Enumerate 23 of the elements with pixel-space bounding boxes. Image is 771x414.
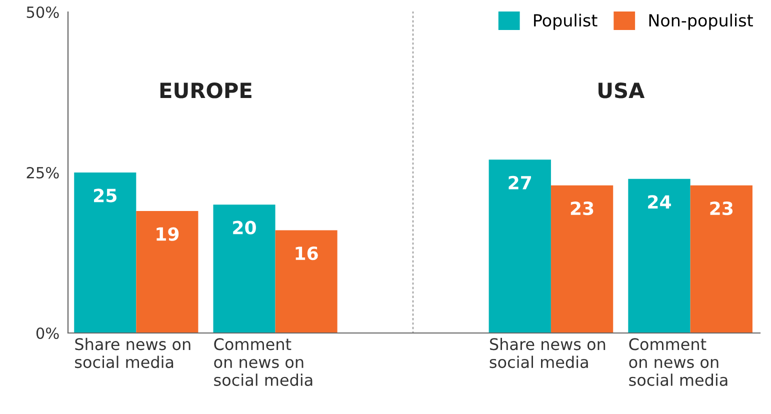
data-label: 19 [156, 227, 179, 241]
data-label: 25 [94, 188, 116, 202]
legend-label: Non-populist [649, 14, 753, 30]
bar [275, 230, 338, 333]
x-tick-label: Share news on social media [490, 338, 606, 368]
data-label: 16 [296, 246, 318, 260]
y-tick-label: 0% [36, 327, 59, 340]
bar [213, 204, 276, 333]
y-tick-label: 25% [26, 166, 59, 179]
data-label: 23 [710, 202, 733, 216]
data-label: 20 [233, 220, 256, 234]
bar [74, 172, 136, 333]
data-label: 27 [508, 176, 532, 190]
bar [136, 211, 198, 333]
text: EUROPE [160, 82, 252, 98]
text: USA [598, 82, 645, 98]
x-tick-label: Share news on social media [75, 338, 190, 368]
legend-label: Populist [534, 14, 598, 30]
x-tick-label: Comment on news on social media [214, 338, 312, 386]
data-label: 23 [570, 202, 594, 216]
y-tick-label: 50% [26, 6, 59, 18]
x-tick-label: Comment on news on social media [629, 338, 728, 386]
data-label: 24 [648, 195, 671, 208]
